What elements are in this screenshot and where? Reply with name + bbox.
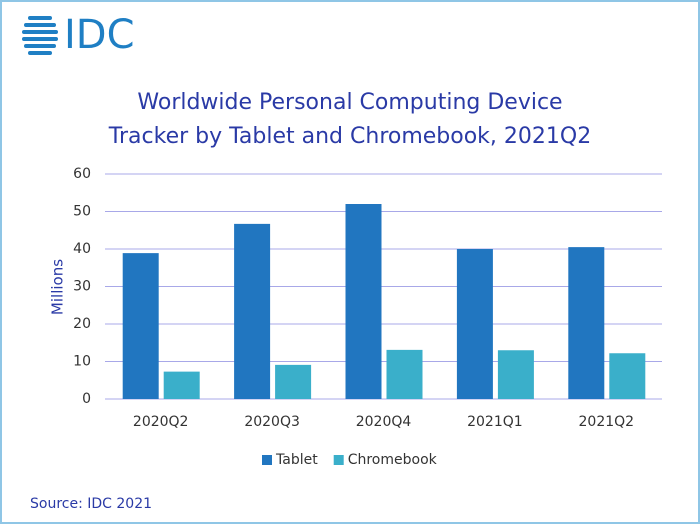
y-tick-label: 50 [73, 204, 91, 220]
logo-text: IDC [64, 12, 135, 58]
bar [122, 253, 159, 399]
legend-swatch [333, 455, 344, 465]
chart-title: Worldwide Personal Computing Device [137, 90, 562, 115]
bar [234, 223, 271, 399]
x-tick-label: 2020Q2 [133, 414, 189, 430]
x-tick-label: 2021Q1 [467, 414, 523, 430]
x-tick-label: 2020Q3 [244, 414, 300, 430]
bar [345, 204, 382, 399]
y-tick-label: 40 [73, 241, 91, 257]
legend-label: Chromebook [348, 452, 438, 468]
logo-globe [22, 16, 58, 55]
bar [497, 350, 534, 399]
legend-label: Tablet [275, 452, 318, 468]
bar [275, 364, 312, 399]
y-tick-label: 30 [73, 279, 91, 295]
bar [386, 349, 423, 399]
legend-swatch [262, 455, 272, 465]
chart-title: Tracker by Tablet and Chromebook, 2021Q2 [108, 124, 591, 149]
bar [568, 247, 605, 399]
bar [456, 249, 493, 399]
y-tick-label: 60 [73, 166, 91, 182]
bar [163, 371, 200, 399]
y-axis-label: Millions [49, 259, 67, 315]
y-tick-label: 0 [82, 391, 91, 407]
y-tick-label: 10 [73, 354, 91, 370]
x-tick-label: 2020Q4 [356, 414, 412, 430]
x-tick-label: 2021Q2 [579, 414, 635, 430]
source-note: Source: IDC 2021 [30, 496, 152, 512]
bar [609, 353, 646, 399]
y-tick-label: 20 [73, 316, 91, 332]
